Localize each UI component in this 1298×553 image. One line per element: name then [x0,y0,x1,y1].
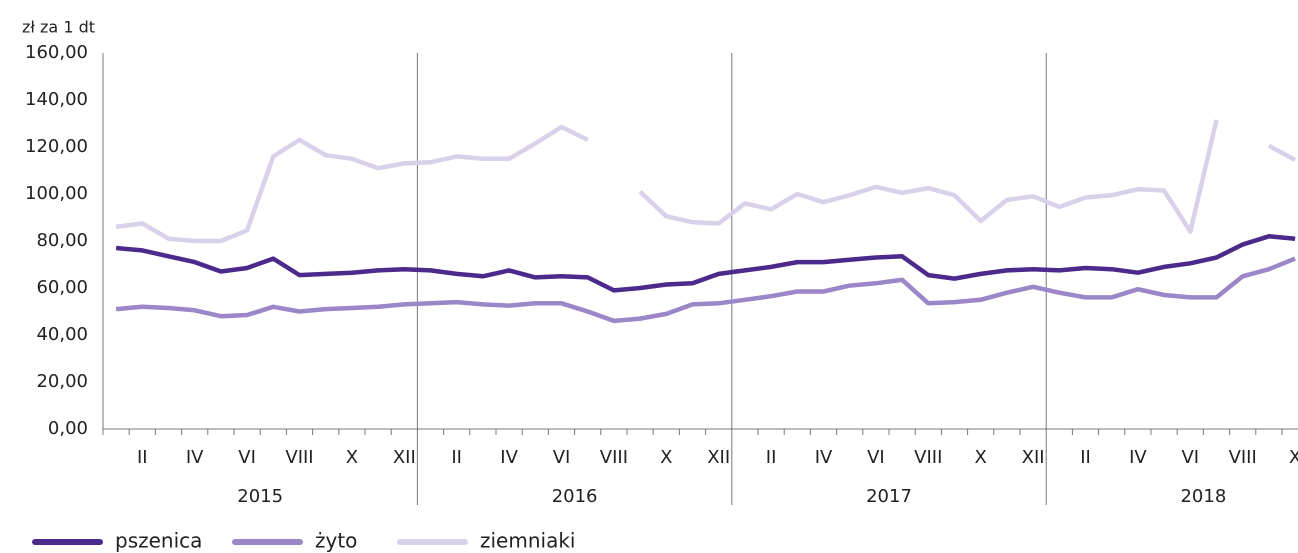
series-line [115,256,1296,324]
year-label: 2015 [237,486,283,507]
year-label: 2017 [866,486,912,507]
x-tick-label: VI [238,447,256,468]
x-tick-label: VIII [1229,447,1257,468]
x-tick-label: XII [1022,447,1045,468]
legend-label: pszenica [115,529,202,553]
x-tick-label: IV [815,447,833,468]
x-tick-label: VIII [600,447,628,468]
x-tick-label: X [975,447,987,468]
x-tick-label: X [346,447,358,468]
y-tick-label: 60,00 [36,277,88,298]
y-axis-label: zł za 1 dt [22,18,95,37]
x-tick-label: VIII [285,447,313,468]
x-tick-label: VI [553,447,571,468]
legend-label: ziemniaki [480,529,575,553]
x-tick-label: VI [1181,447,1199,468]
x-tick-label: X [660,447,672,468]
y-tick-label: 80,00 [36,230,88,251]
y-tick-label: 0,00 [48,418,88,439]
legend-label: żyto [315,529,357,553]
series-line [115,119,1297,244]
year-label: 2016 [552,486,598,507]
x-tick-label: IV [186,447,204,468]
year-label: 2018 [1180,486,1226,507]
x-tick-label: VIII [914,447,942,468]
x-tick-label: II [766,447,777,468]
x-tick-label: IV [500,447,518,468]
x-tick-label: X [1289,447,1298,468]
y-tick-label: 20,00 [36,371,88,392]
series-line [115,234,1296,293]
y-tick-label: 140,00 [25,89,88,110]
x-tick-label: II [1080,447,1091,468]
y-tick-label: 160,00 [25,42,88,63]
x-tick-label: II [451,447,462,468]
y-tick-label: 100,00 [25,183,88,204]
x-tick-label: VI [867,447,885,468]
y-tick-label: 40,00 [36,324,88,345]
y-tick-label: 120,00 [25,136,88,157]
x-tick-label: XII [707,447,730,468]
x-tick-label: IV [1129,447,1147,468]
x-tick-label: XII [393,447,416,468]
x-tick-label: II [137,447,148,468]
